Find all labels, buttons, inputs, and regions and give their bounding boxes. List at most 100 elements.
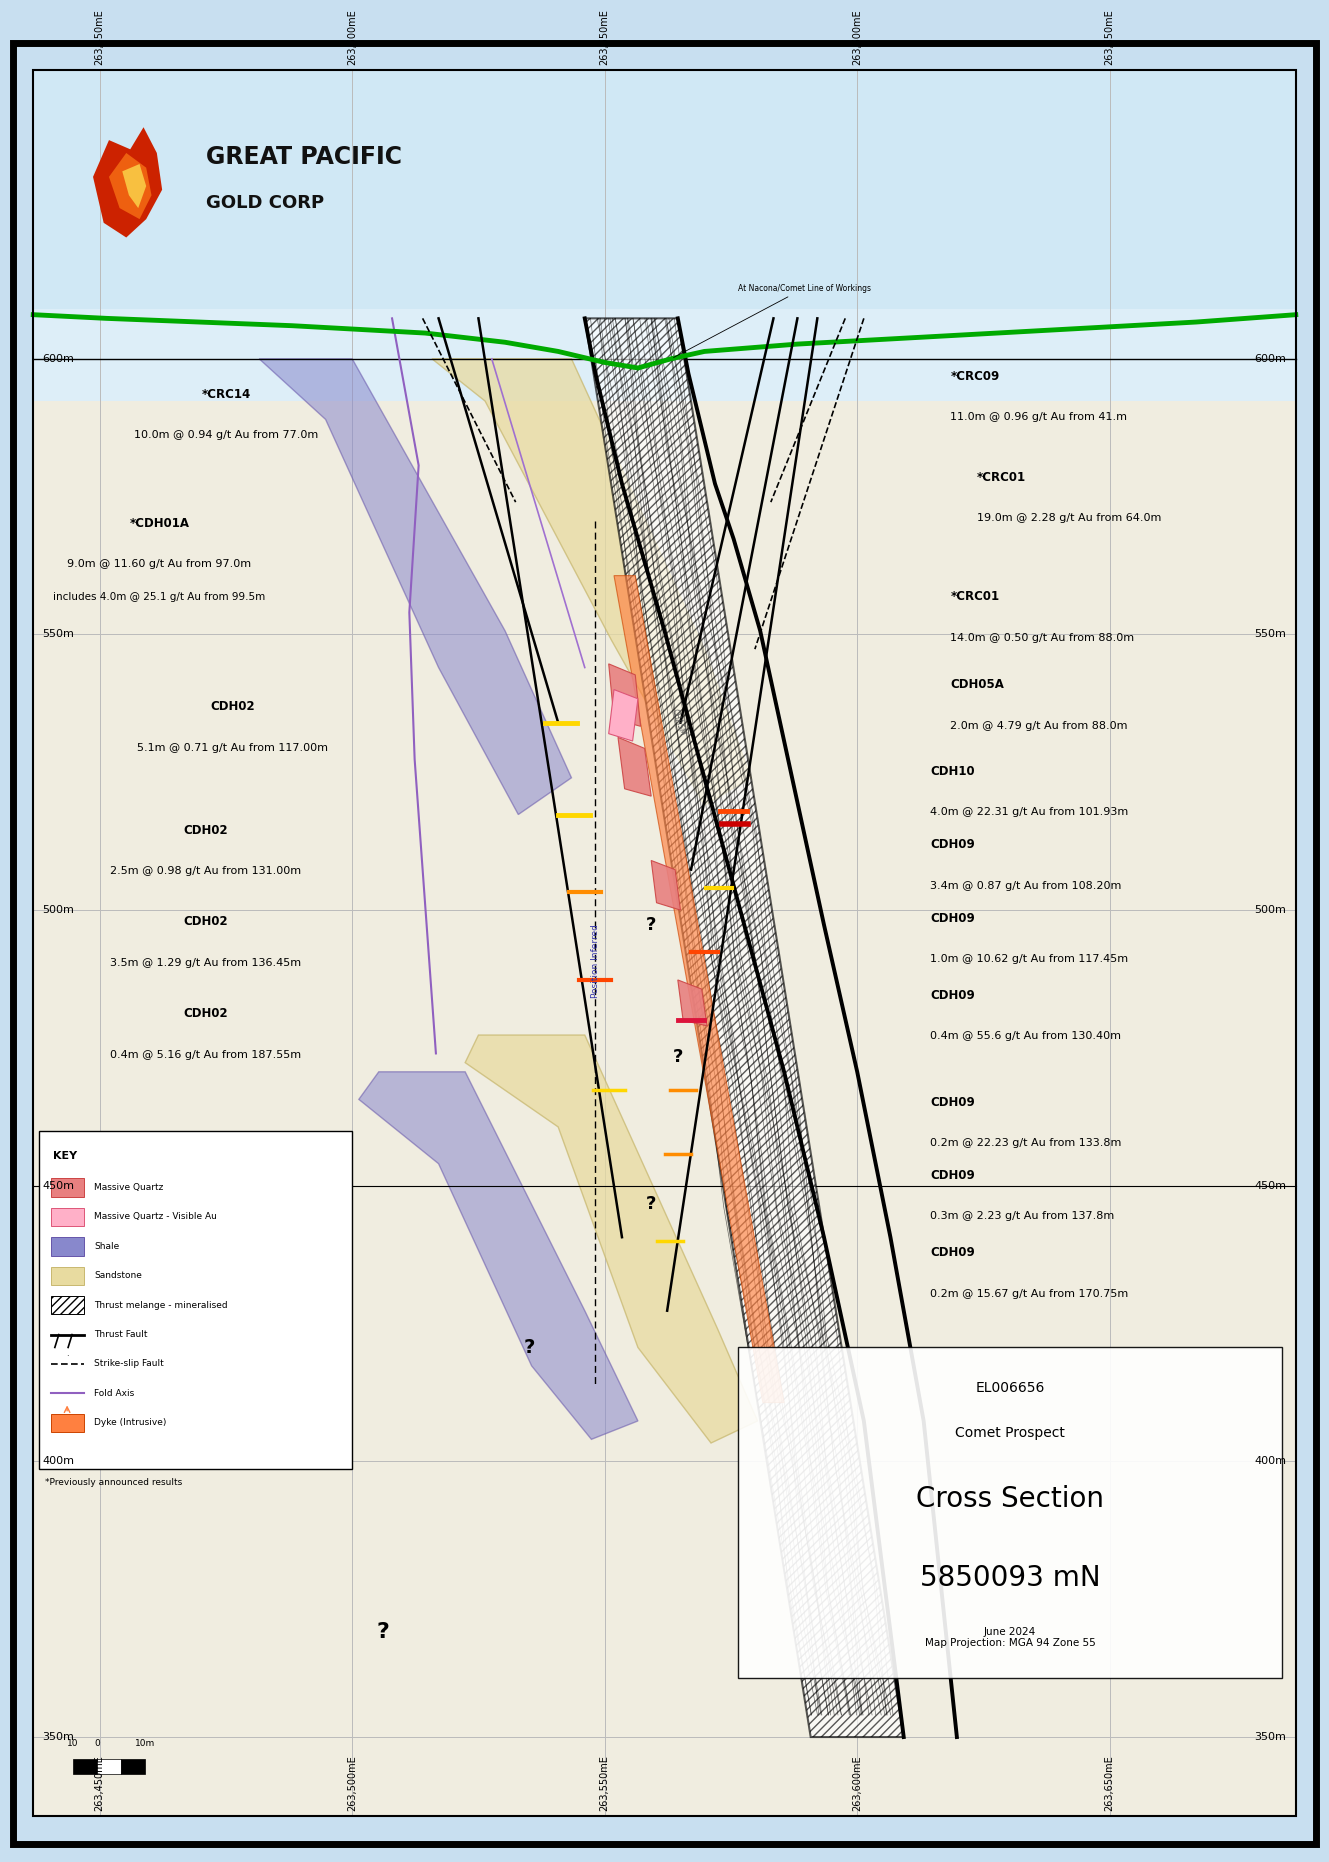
Polygon shape — [109, 153, 152, 220]
Text: 550m: 550m — [43, 629, 74, 639]
Polygon shape — [614, 575, 784, 1402]
Text: 10.0m @ 0.94 g/t Au from 77.0m: 10.0m @ 0.94 g/t Au from 77.0m — [134, 430, 318, 441]
Text: 263,500mE: 263,500mE — [347, 9, 358, 65]
Text: CDH02: CDH02 — [183, 916, 229, 929]
Bar — [51, 1179, 84, 1197]
Bar — [97, 1760, 121, 1774]
Text: CDH02: CDH02 — [183, 823, 229, 836]
Polygon shape — [432, 359, 751, 806]
Text: 350m: 350m — [43, 1732, 74, 1743]
Text: CHASM: CHASM — [670, 708, 686, 737]
Bar — [51, 1413, 84, 1432]
Polygon shape — [465, 1035, 758, 1443]
Text: 4.0m @ 22.31 g/t Au from 101.93m: 4.0m @ 22.31 g/t Au from 101.93m — [930, 808, 1128, 817]
Text: *CRC01: *CRC01 — [950, 590, 999, 603]
Text: CDH02: CDH02 — [150, 1154, 195, 1167]
Text: 0.4m @ 5.16 g/t Au from 187.55m: 0.4m @ 5.16 g/t Au from 187.55m — [110, 1050, 302, 1059]
Text: ?: ? — [376, 1622, 389, 1642]
Text: 10: 10 — [68, 1739, 78, 1748]
Text: Shale: Shale — [94, 1242, 120, 1251]
Bar — [51, 1296, 84, 1315]
Text: ?: ? — [646, 1195, 657, 1214]
Text: 263,550mE: 263,550mE — [599, 9, 610, 65]
Text: GREAT PACIFIC: GREAT PACIFIC — [206, 145, 401, 169]
Text: KEY: KEY — [53, 1151, 77, 1160]
Text: 600m: 600m — [1255, 354, 1286, 363]
Text: includes 4.0m @ 25.1 g/t Au from 99.5m: includes 4.0m @ 25.1 g/t Au from 99.5m — [53, 592, 266, 601]
Bar — [51, 1236, 84, 1255]
Text: 400m: 400m — [43, 1456, 74, 1467]
Text: 2.5m @ 0.98 g/t Au from 131.00m: 2.5m @ 0.98 g/t Au from 131.00m — [110, 866, 302, 875]
Text: *Previously announced results: *Previously announced results — [45, 1478, 182, 1488]
Text: 2.0m @ 4.79 g/t Au from 88.0m: 2.0m @ 4.79 g/t Au from 88.0m — [950, 721, 1128, 730]
Text: 0.3m @ 2.23 g/t Au from 137.8m: 0.3m @ 2.23 g/t Au from 137.8m — [930, 1212, 1115, 1221]
Text: Massive Quartz - Visible Au: Massive Quartz - Visible Au — [94, 1212, 217, 1221]
Polygon shape — [678, 979, 707, 1026]
Text: 263,600mE: 263,600mE — [852, 9, 863, 65]
Text: 0.2m @ 15.67 g/t Au from 170.75m: 0.2m @ 15.67 g/t Au from 170.75m — [930, 1289, 1128, 1298]
Polygon shape — [93, 127, 162, 238]
Text: ?: ? — [646, 916, 657, 933]
Text: 1.0m @ 10.62 g/t Au from 117.45m: 1.0m @ 10.62 g/t Au from 117.45m — [930, 953, 1128, 965]
Text: *CRC09: *CRC09 — [950, 371, 999, 384]
Polygon shape — [609, 665, 641, 726]
Text: 550m: 550m — [1255, 629, 1286, 639]
Text: Comet Prospect: Comet Prospect — [956, 1426, 1065, 1441]
Bar — [51, 1266, 84, 1285]
Text: At Nacona/Comet Line of Workings: At Nacona/Comet Line of Workings — [674, 283, 870, 358]
Text: 263,500mE: 263,500mE — [347, 1754, 358, 1810]
Text: CDH10: CDH10 — [930, 765, 975, 778]
Text: Thrust melange - mineralised: Thrust melange - mineralised — [94, 1302, 229, 1309]
Text: CDH09: CDH09 — [930, 1169, 975, 1182]
Bar — [33, 309, 1296, 1815]
Text: Thrust Fault: Thrust Fault — [94, 1329, 148, 1339]
Text: Position Inferred: Position Inferred — [591, 925, 599, 998]
Text: CDH09: CDH09 — [930, 1246, 975, 1259]
Text: 5850093 mN: 5850093 mN — [920, 1564, 1100, 1592]
FancyBboxPatch shape — [738, 1348, 1282, 1678]
Bar — [73, 1760, 97, 1774]
Text: Dyke (Intrusive): Dyke (Intrusive) — [94, 1419, 166, 1428]
Text: 263,550mE: 263,550mE — [599, 1754, 610, 1810]
Polygon shape — [122, 164, 146, 209]
Text: ?: ? — [672, 1048, 683, 1067]
Bar — [51, 1208, 84, 1227]
Text: 10m: 10m — [134, 1739, 155, 1748]
Polygon shape — [585, 318, 904, 1737]
Text: 11.0m @ 0.96 g/t Au from 41.m: 11.0m @ 0.96 g/t Au from 41.m — [950, 412, 1127, 423]
Bar — [33, 71, 1296, 309]
Text: 263,450mE: 263,450mE — [94, 1754, 105, 1810]
Text: GOLD CORP: GOLD CORP — [206, 194, 324, 212]
Text: 500m: 500m — [1255, 905, 1286, 914]
Bar — [121, 1760, 145, 1774]
Text: 3.4m @ 0.87 g/t Au from 108.20m: 3.4m @ 0.87 g/t Au from 108.20m — [930, 881, 1122, 890]
Text: 5.1m @ 0.71 g/t Au from 117.00m: 5.1m @ 0.71 g/t Au from 117.00m — [137, 743, 328, 752]
Text: CDH09: CDH09 — [930, 989, 975, 1002]
Text: CDH02: CDH02 — [210, 700, 255, 713]
Text: 0: 0 — [94, 1739, 100, 1748]
Text: 600m: 600m — [43, 354, 74, 363]
Text: Strike-slip Fault: Strike-slip Fault — [94, 1359, 163, 1369]
Text: 400m: 400m — [1255, 1456, 1286, 1467]
Polygon shape — [359, 1073, 638, 1439]
Text: Fold Axis: Fold Axis — [94, 1389, 134, 1398]
Text: 500m: 500m — [43, 905, 74, 914]
Text: 263,450mE: 263,450mE — [94, 9, 105, 65]
Text: Sandstone: Sandstone — [94, 1272, 142, 1281]
Text: *CRC14: *CRC14 — [201, 387, 251, 400]
Text: .: . — [66, 1350, 68, 1359]
Polygon shape — [651, 860, 680, 911]
Text: *CRC01: *CRC01 — [977, 471, 1026, 484]
Text: ?: ? — [524, 1339, 534, 1357]
Text: CDH09: CDH09 — [930, 838, 975, 851]
Text: 0.4m @ 1.41 g/t Au from 218.50m: 0.4m @ 1.41 g/t Au from 218.50m — [77, 1197, 268, 1207]
Text: Massive Quartz: Massive Quartz — [94, 1182, 163, 1192]
Text: CDH02: CDH02 — [183, 1007, 229, 1020]
Text: 9.0m @ 11.60 g/t Au from 97.0m: 9.0m @ 11.60 g/t Au from 97.0m — [68, 559, 251, 570]
Text: 263,650mE: 263,650mE — [1104, 9, 1115, 65]
Text: *CDH01A: *CDH01A — [129, 516, 190, 529]
Text: 350m: 350m — [1255, 1732, 1286, 1743]
Text: EL006656: EL006656 — [975, 1380, 1045, 1395]
Text: 0.4m @ 55.6 g/t Au from 130.40m: 0.4m @ 55.6 g/t Au from 130.40m — [930, 1032, 1122, 1041]
Text: CDH09: CDH09 — [930, 1095, 975, 1108]
